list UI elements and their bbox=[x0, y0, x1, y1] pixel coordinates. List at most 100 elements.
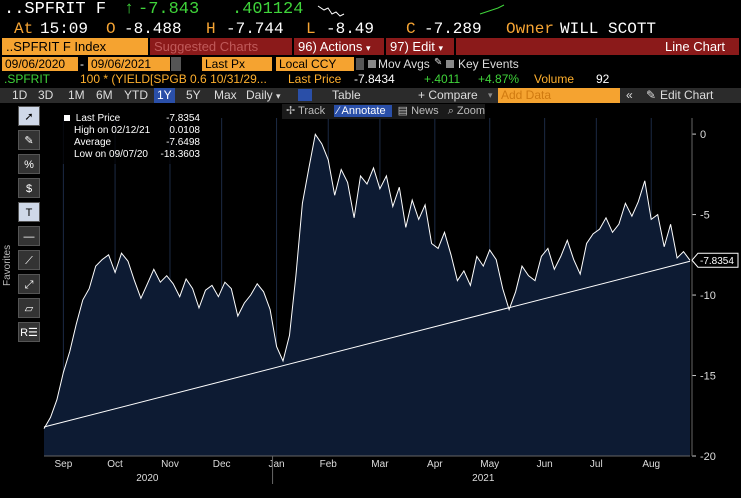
menubar: ..SPFRIT F Index Suggested Charts 96) Ac… bbox=[0, 38, 741, 56]
legend-swatch bbox=[64, 115, 70, 121]
track-icon[interactable]: ✢ bbox=[286, 105, 296, 117]
sparkline-icon bbox=[317, 5, 345, 17]
cursor-icon[interactable]: ➚ bbox=[18, 106, 40, 126]
x-tick-label: Nov bbox=[161, 459, 179, 470]
news-button[interactable]: News bbox=[411, 105, 439, 117]
x-tick-label: Jun bbox=[537, 459, 553, 470]
key-events-label[interactable]: Key Events bbox=[458, 57, 519, 71]
range-tab-6m[interactable]: 6M bbox=[96, 88, 113, 102]
currency-select[interactable]: Local CCY bbox=[276, 57, 354, 71]
collapse-icon[interactable]: « bbox=[626, 88, 633, 102]
at-label: At bbox=[14, 20, 34, 38]
security-field[interactable]: ..SPFRIT F Index bbox=[2, 38, 148, 55]
legend-high-label: High on 02/12/21 bbox=[74, 125, 151, 136]
track-button[interactable]: Track bbox=[298, 105, 326, 117]
date-inputs-row: 09/06/2020 - 09/06/2021 Last Px Local CC… bbox=[0, 56, 741, 72]
range-toolbar: 1D 3D 1M 6M YTD 1Y 5Y Max Daily ▾ Table … bbox=[0, 88, 741, 103]
ray-tool-icon[interactable]: ⤢ bbox=[18, 274, 40, 294]
annotate-label: Annotate bbox=[341, 105, 386, 117]
series-row: .SPFRIT 100 * (YIELD[SPGB 0.6 10/31/29..… bbox=[0, 72, 741, 87]
pen-icon[interactable]: ✎ bbox=[18, 130, 40, 150]
range-tab-3d[interactable]: 3D bbox=[38, 88, 54, 102]
checkbox-icon[interactable] bbox=[368, 60, 376, 68]
last-value: -7.843 bbox=[138, 0, 200, 19]
actions-menu[interactable]: 96) Actions ▾ bbox=[294, 38, 384, 55]
calendar-icon[interactable] bbox=[171, 57, 181, 71]
edit-chart-button[interactable]: Edit Chart bbox=[660, 88, 714, 102]
dollar-tool-icon[interactable]: $ bbox=[18, 178, 40, 198]
hline-tool-icon[interactable]: — bbox=[18, 226, 40, 246]
legend-avg-label: Average bbox=[74, 137, 112, 148]
low-value: -8.49 bbox=[326, 20, 375, 38]
trend-line[interactable] bbox=[43, 260, 691, 428]
high-value: -7.744 bbox=[226, 20, 284, 38]
y-axis: 0 -5 -10 -15 -20 bbox=[691, 118, 716, 463]
checkbox-icon[interactable] bbox=[446, 60, 454, 68]
owner-value: WILL SCOTT bbox=[560, 20, 657, 38]
range-tab-ytd[interactable]: YTD bbox=[124, 88, 148, 102]
series-pct: +4.87% bbox=[478, 72, 520, 86]
zoom-icon[interactable]: ⌕ bbox=[447, 105, 454, 117]
volume-sparkline-icon bbox=[479, 4, 505, 15]
suggested-charts-button[interactable]: Suggested Charts bbox=[150, 38, 292, 55]
pencil-icon[interactable]: ✎ bbox=[434, 57, 443, 68]
compare-button[interactable]: + Compare bbox=[418, 88, 478, 102]
actions-num: 96) bbox=[298, 39, 317, 54]
high-label: H bbox=[206, 20, 216, 38]
end-date-input[interactable]: 09/06/2021 bbox=[88, 57, 170, 71]
series-last-label: Last Price bbox=[288, 72, 342, 86]
more-tools-icon[interactable]: R☰ bbox=[18, 322, 40, 342]
zoom-button[interactable]: Zoom bbox=[456, 105, 486, 117]
x-tick-label: Apr bbox=[427, 459, 443, 470]
compare-caret-icon[interactable]: ▾ bbox=[488, 90, 493, 100]
favorites-label[interactable]: Favorites bbox=[2, 244, 13, 286]
currency-caret-icon[interactable] bbox=[356, 58, 364, 70]
x-tick-label: Dec bbox=[213, 459, 231, 470]
arrow-up-icon: ↑ bbox=[124, 0, 135, 19]
quote-header: ..SPFRIT F ↑ -7.843 .401124 bbox=[0, 0, 741, 20]
legend-last-text: Last Price bbox=[75, 113, 121, 124]
line-chart[interactable]: 0 -5 -10 -15 -20 Sep Oct Nov Dec Jan Feb Mar Apr May… bbox=[0, 104, 741, 498]
start-date-input[interactable]: 09/06/2020 bbox=[2, 57, 78, 71]
trendline-tool-icon[interactable]: ⟋ bbox=[18, 250, 40, 270]
range-tab-5y[interactable]: 5Y bbox=[186, 88, 201, 102]
field-select[interactable]: Last Px bbox=[202, 57, 272, 71]
news-icon[interactable]: ▤ bbox=[397, 105, 409, 117]
annotate-button[interactable]: ⁄ Annotate bbox=[334, 105, 392, 117]
actions-label: Actions bbox=[319, 39, 363, 54]
range-tab-max[interactable]: Max bbox=[214, 88, 237, 102]
legend-low-label: Low on 09/07/20 bbox=[74, 149, 148, 160]
mov-avgs-label[interactable]: Mov Avgs bbox=[378, 57, 430, 71]
legend-avg-value: -7.6498 bbox=[166, 137, 200, 148]
add-data-input[interactable]: Add Data bbox=[498, 88, 620, 103]
range-tab-1d[interactable]: 1D bbox=[12, 88, 28, 102]
y-tick-label: -20 bbox=[700, 451, 716, 463]
series-change: +.4011 bbox=[424, 72, 461, 86]
edit-menu[interactable]: 97) Edit ▾ bbox=[386, 38, 454, 55]
time-value: 15:09 bbox=[40, 20, 89, 38]
caret-down-icon: ▾ bbox=[365, 43, 371, 53]
caret-down-icon: ▾ bbox=[276, 91, 281, 101]
table-button[interactable]: Table bbox=[332, 88, 361, 102]
channel-tool-icon[interactable]: ▱ bbox=[18, 298, 40, 318]
range-tab-1m[interactable]: 1M bbox=[68, 88, 85, 102]
edit-label: Edit bbox=[412, 39, 435, 54]
period-select[interactable]: Daily ▾ bbox=[246, 88, 281, 103]
x-tick-label: Sep bbox=[54, 459, 72, 470]
percent-tool-icon[interactable]: % bbox=[18, 154, 40, 174]
text-tool-icon[interactable]: T bbox=[18, 202, 40, 222]
line-chart-icon[interactable] bbox=[298, 89, 312, 101]
series-desc: 100 * (YIELD[SPGB 0.6 10/31/29... bbox=[80, 72, 267, 86]
y-tick-label: -5 bbox=[700, 210, 710, 222]
low-label: L bbox=[306, 20, 316, 38]
pencil-icon[interactable]: ✎ bbox=[646, 88, 657, 102]
year-label: 2020 bbox=[136, 473, 159, 484]
legend-low-value: -18.3603 bbox=[160, 149, 200, 160]
last-price-tag-shape bbox=[691, 252, 739, 268]
price-line bbox=[43, 133, 691, 429]
drawing-toolbar: ➚ ✎ % $ T — ⟋ ⤢ ▱ R☰ bbox=[18, 106, 42, 346]
chart-type-label[interactable]: Line Chart bbox=[456, 38, 739, 55]
date-separator: - bbox=[80, 57, 84, 71]
edit-num: 97) bbox=[390, 39, 409, 54]
range-tab-1y[interactable]: 1Y bbox=[154, 88, 175, 103]
